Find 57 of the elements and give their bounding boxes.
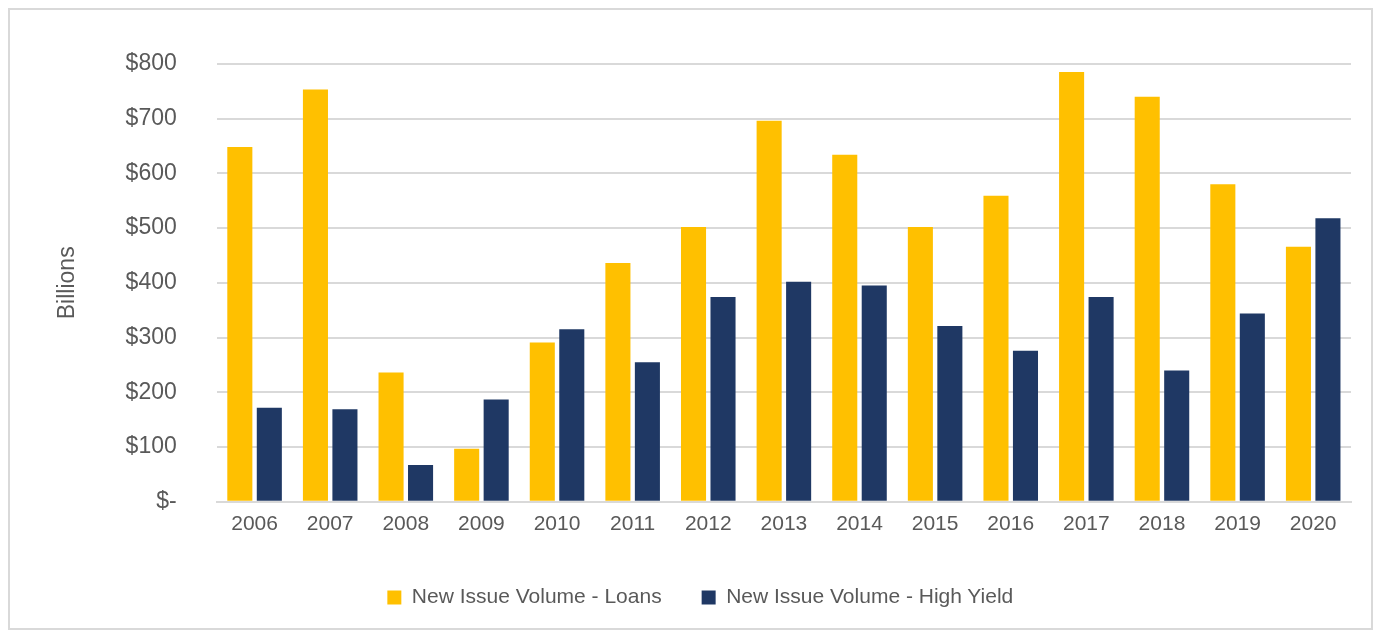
legend-label: New Issue Volume - High Yield (726, 584, 1014, 608)
y-tick-label: $300 (125, 322, 177, 349)
bar (1239, 313, 1265, 501)
bar (256, 407, 282, 501)
x-tick-label: 2011 (610, 511, 656, 535)
x-tick-label: 2017 (1062, 511, 1110, 535)
x-tick-label: 2015 (911, 511, 959, 535)
x-tick-label: 2008 (382, 511, 430, 535)
bar (559, 329, 585, 501)
bar (1210, 184, 1236, 501)
bar (529, 342, 555, 501)
y-tick-label: $100 (125, 432, 177, 459)
bar (408, 465, 434, 501)
bar (332, 409, 358, 501)
bar (454, 448, 480, 501)
bar (680, 226, 707, 501)
bar (907, 226, 933, 501)
bar (605, 263, 631, 501)
x-tick-label: 2010 (533, 511, 581, 535)
x-tick-label: 2016 (987, 511, 1035, 535)
y-tick-label: $700 (125, 103, 177, 130)
bar (302, 89, 328, 501)
x-tick-label: 2009 (458, 511, 505, 535)
y-tick-label: $400 (125, 268, 177, 295)
y-tick-label: $800 (125, 49, 177, 76)
bar (1285, 246, 1311, 501)
x-tick-label: 2018 (1138, 511, 1186, 535)
bar (1088, 297, 1114, 501)
x-tick-label: 2013 (760, 511, 808, 535)
y-tick-label: $600 (125, 158, 177, 185)
bar (483, 399, 509, 501)
legend-label: New Issue Volume - Loans (411, 584, 662, 608)
bar (937, 326, 963, 501)
y-tick-label: $200 (125, 377, 177, 404)
x-tick-label: 2006 (231, 511, 278, 535)
x-tick-label: 2020 (1289, 511, 1337, 535)
bar (1315, 218, 1341, 501)
bar (832, 154, 858, 501)
x-tick-label: 2012 (684, 511, 732, 535)
bar (786, 281, 812, 501)
x-tick-label: 2007 (306, 511, 354, 535)
bar (378, 372, 404, 501)
bar (1134, 96, 1160, 501)
bar (1164, 370, 1190, 501)
y-tick-label: $- (156, 487, 177, 514)
bar (1059, 72, 1085, 501)
bar (756, 120, 782, 501)
bar (983, 195, 1009, 501)
y-axis-title: Billions (53, 246, 80, 320)
bar (861, 285, 887, 501)
x-tick-label: 2014 (836, 511, 884, 535)
x-tick-label: 2019 (1214, 511, 1261, 535)
bar (634, 362, 660, 501)
bar (710, 297, 736, 501)
y-tick-label: $500 (125, 213, 177, 240)
bar (1012, 350, 1039, 501)
bar (227, 147, 253, 501)
